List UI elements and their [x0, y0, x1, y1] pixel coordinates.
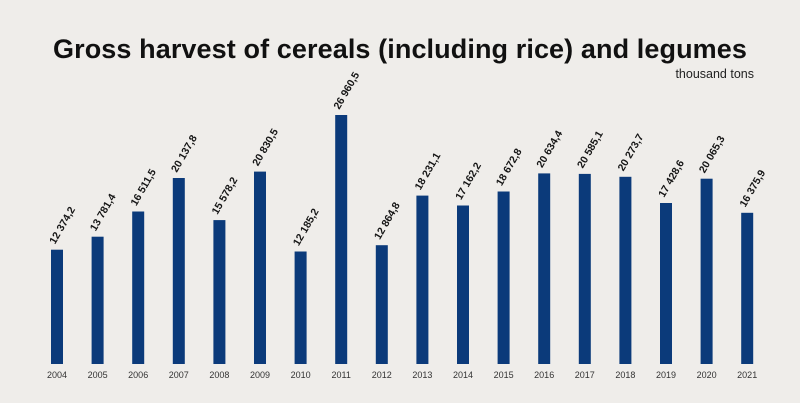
data-label-2013: 18 231,1: [413, 151, 444, 193]
data-label-2009: 20 830,5: [250, 127, 281, 169]
x-tick-label-2019: 2019: [656, 370, 676, 380]
data-label-2010: 12 185,2: [291, 206, 322, 248]
bar-2019: [660, 203, 672, 364]
bar-2009: [254, 171, 266, 364]
x-tick-label-2013: 2013: [412, 370, 432, 380]
bar-2013: [416, 195, 429, 364]
bar-2008: [213, 220, 226, 364]
data-label-2005: 13 781,4: [88, 192, 119, 234]
x-tick-label-2012: 2012: [372, 370, 392, 380]
bar-2021: [741, 212, 754, 364]
x-tick-label-2015: 2015: [494, 370, 514, 380]
x-tick-label-2021: 2021: [737, 370, 757, 380]
x-tick-label-2008: 2008: [209, 370, 229, 380]
x-tick-label-2016: 2016: [534, 370, 554, 380]
bar-2004: [51, 249, 63, 364]
data-label-2020: 20 065,3: [697, 134, 728, 176]
x-tick-label-2004: 2004: [47, 370, 67, 380]
data-label-2011: 26 960,5: [331, 70, 362, 112]
data-label-2006: 16 511,5: [128, 167, 159, 208]
chart-title: Gross harvest of cereals (including rice…: [52, 34, 748, 64]
bar-2005: [91, 236, 104, 364]
chart-subtitle: thousand tons: [675, 67, 754, 81]
data-label-2017: 20 585,1: [575, 129, 606, 171]
bar-2012: [375, 245, 388, 364]
x-tick-label-2018: 2018: [615, 370, 635, 380]
x-tick-label-2017: 2017: [575, 370, 595, 380]
data-label-2019: 17 428,6: [656, 158, 687, 200]
bar-2011: [335, 115, 348, 364]
x-tick-label-2011: 2011: [332, 370, 351, 380]
x-tick-label-2007: 2007: [169, 370, 189, 380]
x-tick-label-2020: 2020: [697, 370, 717, 380]
data-label-2014: 17 162,2: [453, 160, 484, 202]
bar-2020: [700, 178, 713, 364]
data-label-2004: 12 374,2: [47, 205, 78, 247]
bar-2006: [132, 211, 145, 364]
bar-2016: [538, 173, 551, 364]
x-tick-label-2009: 2009: [250, 370, 270, 380]
bar-2007: [172, 178, 185, 364]
data-label-2012: 12 864,8: [372, 200, 403, 242]
bar-2015: [497, 191, 510, 364]
data-label-2016: 20 634,4: [534, 128, 565, 170]
x-tick-label-2014: 2014: [453, 370, 473, 380]
bar-2018: [619, 176, 632, 364]
data-label-2021: 16 375,9: [737, 168, 768, 210]
data-label-2015: 18 672,8: [494, 146, 525, 188]
data-label-2007: 20 137,8: [169, 133, 200, 175]
x-tick-label-2010: 2010: [291, 370, 311, 380]
bar-2010: [294, 251, 307, 364]
data-label-2008: 15 578,2: [210, 175, 241, 217]
data-label-2018: 20 273,7: [616, 132, 647, 174]
bar-2017: [578, 173, 591, 364]
bar-2014: [457, 205, 469, 364]
x-tick-label-2006: 2006: [128, 370, 148, 380]
x-tick-label-2005: 2005: [88, 370, 108, 380]
